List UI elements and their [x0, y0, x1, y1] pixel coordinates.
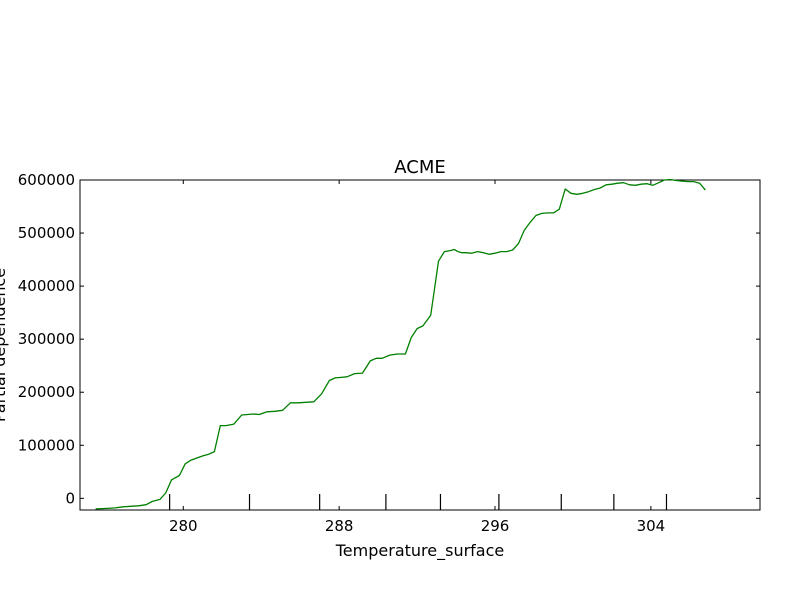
x-tick-label-3: 304	[637, 517, 666, 535]
y-tick-label-6: 600000	[18, 171, 75, 189]
y-tick-label-3: 300000	[18, 330, 75, 348]
y-axis-label: Partial dependence	[0, 268, 9, 422]
y-tick-label-5: 500000	[18, 224, 75, 242]
y-tick-label-4: 400000	[18, 277, 75, 295]
series-line-0	[95, 178, 706, 510]
y-tick-label-0: 0	[65, 489, 75, 507]
x-tick-label-0: 280	[169, 517, 198, 535]
x-tick-label-2: 296	[481, 517, 510, 535]
x-tick-label-1: 288	[325, 517, 354, 535]
y-tick-label-2: 200000	[18, 383, 75, 401]
y-tick-label-1: 100000	[18, 436, 75, 454]
plot-frame	[79, 179, 761, 511]
x-axis-label: Temperature_surface	[335, 541, 504, 561]
chart-title: ACME	[394, 157, 445, 178]
